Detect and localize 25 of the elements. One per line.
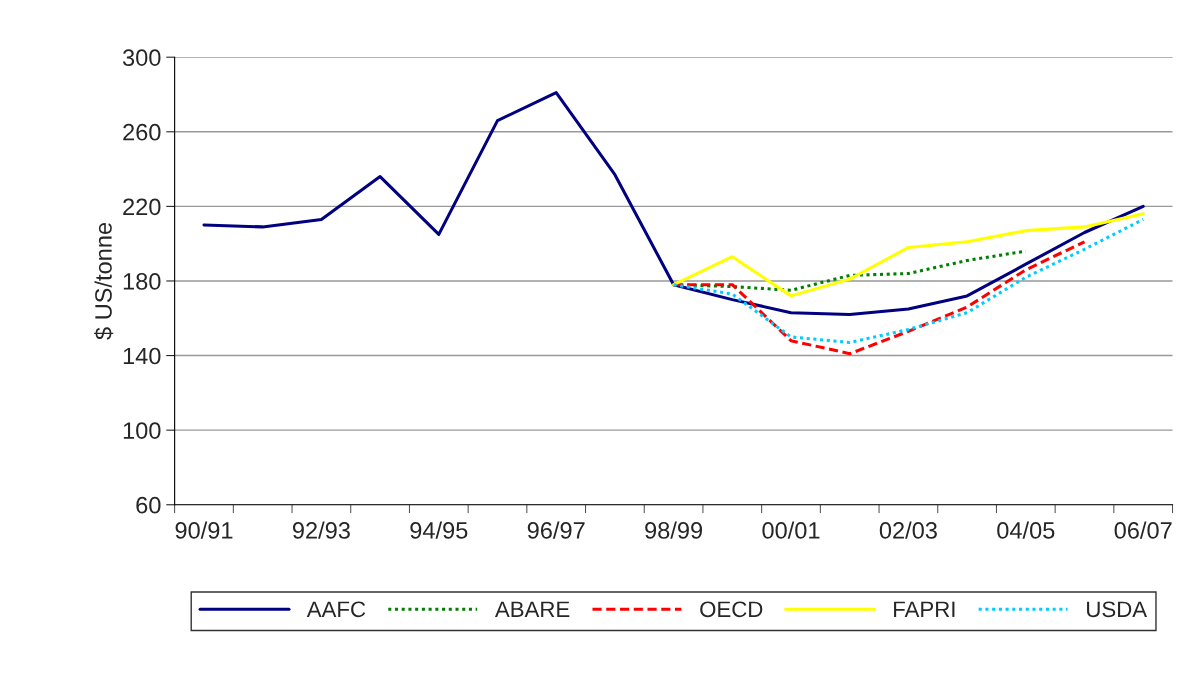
y-tick-label: 60 [136, 496, 161, 514]
x-tick-label: 92/93 [292, 521, 350, 539]
line-series [672, 212, 1145, 298]
x-tick-label: 02/03 [879, 521, 937, 539]
y-tick-label: 300 [122, 49, 161, 66]
y-tick-label: 220 [123, 198, 161, 216]
y-tick-label: 260 [123, 123, 161, 141]
x-tick-label: 06/07 [1114, 521, 1172, 539]
x-tick-label: 98/99 [645, 521, 703, 539]
x-tick-label: 04/05 [997, 521, 1055, 539]
legend-label: OECD [700, 601, 763, 618]
x-tick-label: 94/95 [410, 521, 468, 539]
x-tick-label: 00/01 [762, 521, 820, 539]
legend-label: USDA [1087, 601, 1148, 618]
y-axis-title: $ US/tonne [94, 222, 114, 340]
legend-label: AAFC [306, 601, 366, 618]
line-series [202, 91, 1145, 317]
x-tick-label: 90/91 [175, 521, 233, 539]
y-tick-label: 100 [123, 422, 161, 439]
legend-label: ABARE [494, 601, 570, 617]
y-tick-label: 140 [123, 347, 161, 365]
line-series [672, 217, 1145, 345]
y-tick-label: 180 [123, 273, 161, 290]
x-tick-label: 96/97 [527, 521, 585, 539]
legend-label: FAPRI [894, 601, 955, 617]
